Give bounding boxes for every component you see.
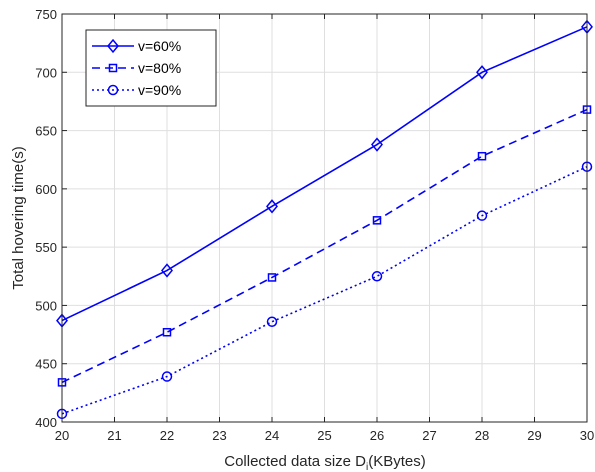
y-tick-label: 400: [35, 415, 57, 430]
data-point: [477, 151, 487, 161]
data-point: [266, 316, 278, 327]
y-tick-label: 700: [35, 65, 57, 80]
y-tick-label: 500: [35, 298, 57, 313]
data-point: [371, 271, 383, 282]
data-point: [372, 216, 382, 225]
data-point: [371, 137, 383, 152]
legend-marker: [107, 38, 119, 54]
y-tick-label: 600: [35, 182, 57, 197]
x-tick-label: 23: [212, 428, 226, 443]
legend: v=60% v=80% v=90%: [85, 29, 217, 107]
x-tick-label: 22: [160, 428, 174, 443]
legend-label: v=60%: [138, 38, 181, 54]
x-tick-label: 29: [527, 428, 541, 443]
x-axis-label-main: Collected data size D: [224, 453, 366, 470]
x-tick-label: 30: [580, 428, 594, 443]
y-tick-label: 450: [35, 357, 57, 372]
x-tick-label: 28: [475, 428, 489, 443]
data-point: [266, 199, 278, 214]
y-axis-label: Total hovering time(s): [10, 146, 27, 289]
data-point: [161, 263, 173, 278]
series-1: [56, 19, 593, 328]
legend-marker: [107, 84, 119, 96]
x-axis-label: Collected data size Di(KBytes): [224, 453, 426, 472]
axis-ticks: 20 21 22 23 24 25 26 27 28 29 30 400 450 500 550 600 650…: [35, 7, 594, 443]
legend-label: v=90%: [138, 82, 181, 98]
legend-label: v=80%: [138, 60, 181, 76]
legend-marker: [108, 63, 118, 73]
x-tick-label: 20: [55, 428, 69, 443]
data-point: [476, 210, 488, 221]
x-tick-label: 27: [422, 428, 436, 443]
data-point: [161, 371, 173, 382]
data-point: [476, 65, 488, 80]
x-tick-label: 26: [370, 428, 384, 443]
y-tick-label: 750: [35, 7, 57, 22]
y-tick-label: 550: [35, 240, 57, 255]
series-line: [61, 108, 588, 384]
x-tick-label: 24: [265, 428, 279, 443]
x-tick-label: 25: [317, 428, 331, 443]
y-tick-label: 650: [35, 124, 57, 139]
data-point: [267, 273, 277, 282]
data-point: [162, 327, 172, 337]
x-tick-label: 21: [107, 428, 121, 443]
x-axis-label-units: (KBytes): [368, 453, 426, 470]
series-line: [61, 26, 588, 322]
x-axis-label-subscript: i: [366, 462, 368, 472]
